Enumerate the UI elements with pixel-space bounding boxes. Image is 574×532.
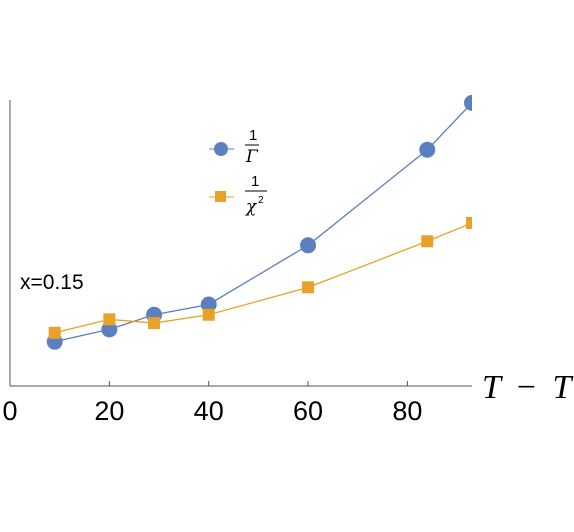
x-tick-label: 20	[94, 396, 124, 426]
series-chi-point	[148, 317, 161, 330]
x-tick-label: 80	[392, 396, 422, 426]
series-chi-point	[202, 308, 215, 321]
series-chi-point	[48, 326, 61, 339]
legend-chi-superscript: 2	[258, 195, 264, 206]
series-chi-point	[466, 216, 472, 229]
series-gamma-line	[54, 102, 472, 343]
x-axis-label-second: T	[552, 369, 573, 406]
legend-chi-marker	[215, 191, 226, 202]
series-chi	[48, 216, 472, 339]
series-chi-point	[103, 313, 116, 326]
series-chi-point	[421, 235, 434, 248]
series-layer	[46, 94, 472, 350]
x-ticks: 0 20 40 60 80	[2, 381, 422, 426]
series-gamma-point	[419, 141, 436, 158]
legend-chi-denominator: χ	[245, 197, 258, 217]
legend-gamma-numerator: 1	[249, 127, 257, 144]
series-gamma	[46, 94, 472, 350]
legend-entry-chi: 1 χ 2	[209, 173, 267, 217]
series-gamma-point	[101, 321, 118, 338]
series-gamma-point	[200, 296, 217, 313]
series-gamma-point	[300, 237, 317, 254]
x-tick-label: 60	[293, 396, 323, 426]
series-chi-point	[302, 281, 315, 294]
legend: 1 Γ 1 χ 2	[209, 127, 267, 217]
legend-entry-gamma: 1 Γ	[209, 127, 259, 167]
legend-gamma-marker	[214, 142, 228, 156]
series-gamma-point	[464, 94, 472, 111]
series-chi-line	[54, 222, 472, 334]
x-axis-label-main: T	[482, 369, 503, 406]
legend-chi-numerator: 1	[251, 173, 259, 190]
x-axis-label-operator: −	[517, 369, 536, 406]
annotation-label: x=0.15	[20, 271, 84, 294]
x-axis-label: T − T s	[482, 369, 574, 411]
x-tick-label: 0	[2, 396, 17, 426]
legend-gamma-denominator: Γ	[245, 147, 259, 167]
x-tick-label: 40	[194, 396, 224, 426]
